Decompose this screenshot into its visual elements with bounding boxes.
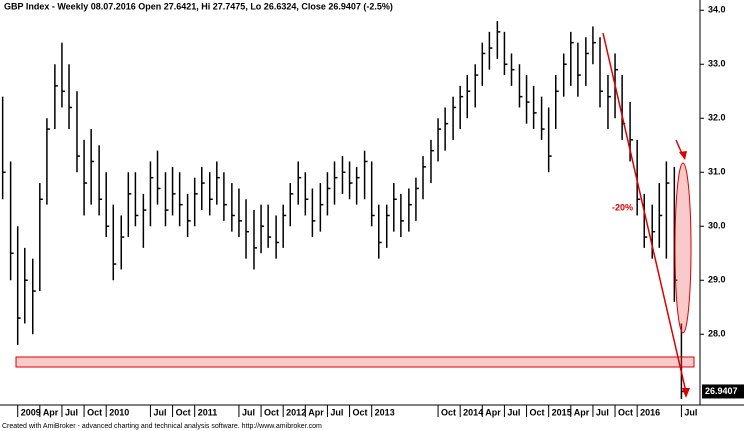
x-tick-label: 2010	[109, 407, 129, 417]
x-tick-label: Oct	[441, 407, 456, 417]
x-tick-label: 2014	[463, 407, 483, 417]
y-tick-label: 32.0	[708, 113, 726, 123]
x-tick-label: Oct	[353, 407, 368, 417]
y-tick-label: 31.0	[708, 167, 726, 177]
x-tick-label: Apr	[485, 407, 501, 417]
x-tick-label: Oct	[87, 407, 102, 417]
x-tick-label: Apr	[308, 407, 324, 417]
x-tick-label: 2009	[21, 407, 41, 417]
y-tick-label: 29.0	[708, 275, 726, 285]
x-tick-label: 2011	[198, 407, 218, 417]
x-tick-label: Jul	[330, 407, 343, 417]
x-tick-label: 2016	[640, 407, 660, 417]
x-tick-label: 2015	[552, 407, 572, 417]
last-price-box	[702, 384, 744, 399]
x-tick-label: Jul	[242, 407, 255, 417]
x-tick-label: Jul	[65, 407, 78, 417]
x-tick-label: Oct	[618, 407, 633, 417]
footer: Created with AmiBroker - advanced charti…	[2, 423, 322, 430]
x-tick-label: Jul	[684, 407, 697, 417]
y-tick-label: 33.0	[708, 59, 726, 69]
arrow-head	[682, 388, 690, 398]
support-band	[15, 356, 695, 368]
x-tick-label: Oct	[176, 407, 191, 417]
arrow-head	[679, 151, 687, 160]
x-tick-label: Jul	[507, 407, 520, 417]
x-tick-label: Oct	[530, 407, 545, 417]
chart-title: GBP Index - Weekly 08.07.2016 Open 27.64…	[4, 1, 393, 11]
trend-arrow	[602, 32, 687, 393]
x-tick-label: Oct	[264, 407, 279, 417]
last-price-label: 26.9407	[705, 386, 738, 396]
x-tick-label: 2013	[375, 407, 395, 417]
annotation: -20%	[612, 202, 633, 212]
y-tick-label: 28.0	[708, 329, 726, 339]
y-tick-label: 34.0	[708, 5, 726, 15]
highlight-ellipse	[674, 162, 692, 334]
x-tick-label: Jul	[153, 407, 166, 417]
y-tick-label: 30.0	[708, 221, 726, 231]
x-tick-label: Jul	[596, 407, 609, 417]
x-tick-label: Apr	[574, 407, 590, 417]
x-tick-label: 2012	[286, 407, 306, 417]
x-tick-label: Apr	[43, 407, 59, 417]
